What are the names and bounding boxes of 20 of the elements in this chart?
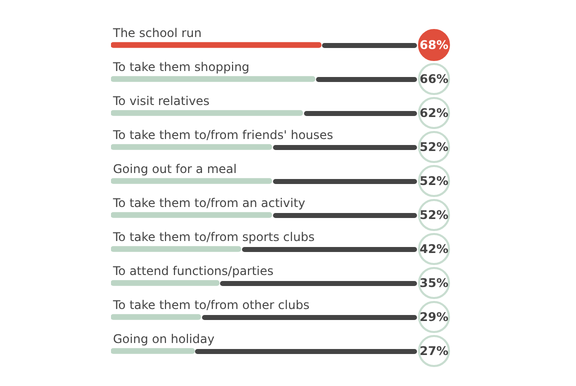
data-label: 29% [420,310,448,324]
y-tick-label: To visit relatives [112,94,210,108]
y-tick-label: To take them to/from friends' houses [112,128,334,142]
data-label: 62% [420,106,448,120]
data-label: 35% [420,276,448,290]
data-label: 27% [420,344,448,358]
y-tick-label: To take them to/from an activity [112,196,306,210]
y-tick-label: To attend functions/parties [112,264,274,278]
data-label: 68% [420,38,448,52]
y-tick-label: The school run [112,26,202,40]
y-tick-label: To take them to/from other clubs [112,298,310,312]
y-tick-label: Going out for a meal [113,162,237,176]
data-label: 52% [420,140,448,154]
data-label: 66% [420,72,448,86]
y-tick-label: Going on holiday [113,332,214,346]
data-label: 52% [420,208,448,222]
y-tick-label: To take them to/from sports clubs [112,230,315,244]
data-label: 52% [420,174,448,188]
y-tick-label: To take them shopping [112,60,250,74]
data-label: 42% [420,242,448,256]
